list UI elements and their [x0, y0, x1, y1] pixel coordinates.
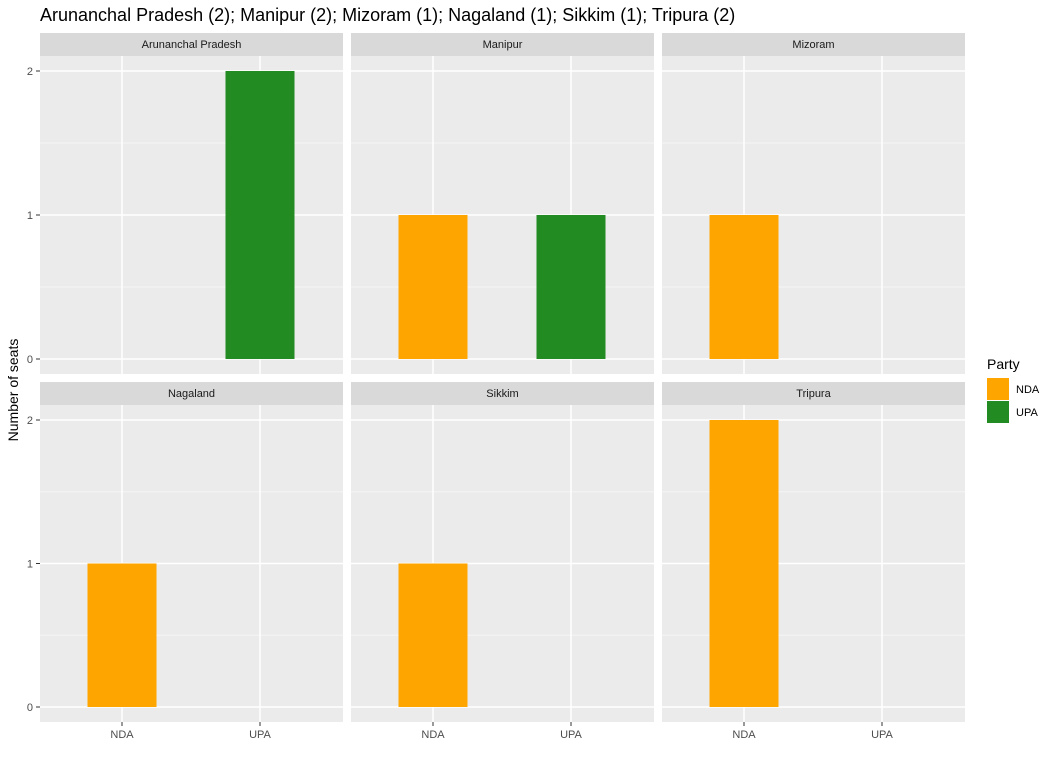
- facet-panel: Mizoram: [662, 33, 965, 374]
- facet-strip: [662, 33, 965, 56]
- legend-label: UPA: [1016, 407, 1038, 419]
- facet-panel: Nagaland 0 1 2 NDA UPA: [27, 382, 343, 741]
- y-tick-label: 0: [27, 702, 33, 714]
- legend-title: Party: [987, 356, 1020, 372]
- y-axis-title: Number of seats: [5, 339, 21, 442]
- x-tick-label: UPA: [249, 729, 271, 741]
- x-tick-label: UPA: [560, 729, 582, 741]
- legend-label: NDA: [1016, 384, 1040, 396]
- legend-key-upa: [987, 401, 1009, 423]
- bar-upa: [536, 215, 606, 359]
- bar-nda: [709, 420, 779, 707]
- facet-strip: [662, 382, 965, 405]
- y-tick-label: 2: [27, 66, 33, 78]
- chart-title: Arunanchal Pradesh (2); Manipur (2); Miz…: [40, 5, 735, 25]
- facet-panels: Arunanchal Pradesh 0 1 2 Manipur Mizoram Nagal…: [27, 33, 965, 741]
- bar-nda: [398, 215, 468, 359]
- facet-strip: [40, 382, 343, 405]
- bar-nda: [87, 563, 157, 707]
- facet-panel: Arunanchal Pradesh 0 1 2: [27, 33, 343, 374]
- facet-panel: Sikkim NDA UPA: [351, 382, 654, 741]
- facet-strip: [351, 382, 654, 405]
- y-tick-label: 1: [27, 210, 33, 222]
- bar-nda: [709, 215, 779, 359]
- y-tick-label: 1: [27, 559, 33, 571]
- facet-strip: [351, 33, 654, 56]
- facet-strip-label: Mizoram: [792, 39, 834, 51]
- facet-strip-label: Arunanchal Pradesh: [142, 39, 242, 51]
- facet-strip: [40, 33, 343, 56]
- bar-upa: [225, 71, 295, 359]
- x-tick-label: NDA: [421, 729, 445, 741]
- y-tick-label: 2: [27, 415, 33, 427]
- facet-strip-label: Nagaland: [168, 388, 215, 400]
- facet-panel: Manipur: [351, 33, 654, 374]
- y-tick-label: 0: [27, 354, 33, 366]
- facet-strip-label: Manipur: [483, 39, 523, 51]
- facet-strip-label: Sikkim: [486, 388, 518, 400]
- x-tick-label: NDA: [732, 729, 756, 741]
- x-tick-label: UPA: [871, 729, 893, 741]
- legend: Party NDA UPA: [987, 356, 1040, 423]
- facet-panel: Tripura NDA UPA: [662, 382, 965, 741]
- x-tick-label: NDA: [110, 729, 134, 741]
- facet-strip-label: Tripura: [796, 388, 831, 400]
- bar-nda: [398, 563, 468, 707]
- legend-key-nda: [987, 378, 1009, 400]
